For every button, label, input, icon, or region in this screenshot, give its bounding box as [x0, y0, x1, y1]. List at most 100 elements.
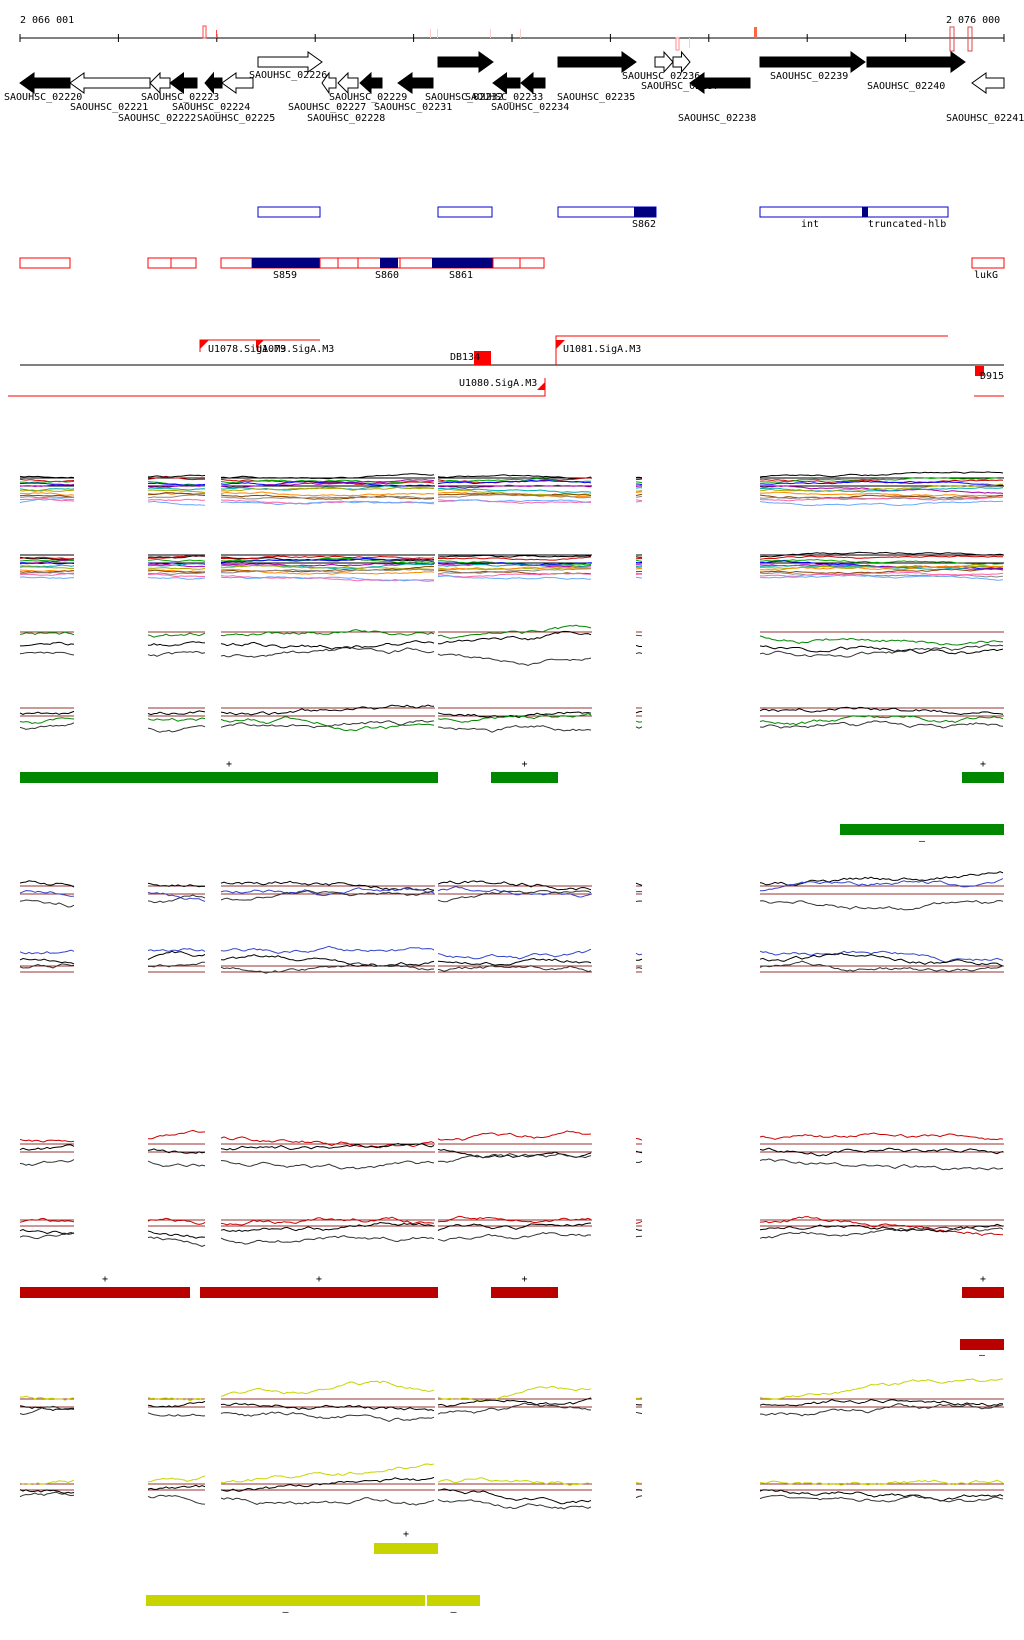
gene-arrow-SAOUHSC_02237[interactable]	[672, 50, 691, 74]
transcript-label: U1078.SigA.M3	[208, 344, 286, 355]
gene-arrow-SAOUHSC_02224[interactable]	[204, 71, 223, 95]
expression-panel-green-1	[19, 624, 1004, 667]
red-feature[interactable]	[220, 257, 253, 269]
darkred-segment-bar[interactable]	[491, 1287, 558, 1298]
ruler-marks	[202, 25, 973, 52]
gene-arrow-SAOUHSC_02241[interactable]	[971, 72, 1005, 94]
green-segment-bar[interactable]	[962, 772, 1004, 783]
gene-arrow-SAOUHSC_02235[interactable]	[557, 51, 637, 73]
segment-strand-mark: +	[522, 759, 528, 770]
red-feature[interactable]	[19, 257, 71, 269]
blue-feature-core	[862, 207, 868, 217]
red-feature[interactable]	[519, 257, 545, 269]
gene-arrow-SAOUHSC_02226[interactable]	[257, 51, 323, 73]
expression-panel-yellow-2	[19, 1463, 1004, 1510]
segment-strand-mark: +	[403, 1529, 409, 1540]
red-feature-core	[432, 258, 493, 268]
red-feature[interactable]	[147, 257, 172, 269]
blue-feature[interactable]	[437, 206, 493, 218]
gene-arrow-SAOUHSC_02232[interactable]	[437, 51, 494, 73]
segment-strand-mark: +	[102, 1274, 108, 1285]
red-feature-label: lukG	[974, 270, 998, 281]
gene-label: SAOUHSC_02225	[197, 113, 275, 124]
darkred-segment-bar[interactable]	[962, 1287, 1004, 1298]
expression-panels	[19, 471, 1004, 1510]
end-coordinate: 2 076 000	[946, 15, 1000, 26]
expression-panel-multi-1	[19, 471, 1004, 507]
gene-label: SAOUHSC_02233	[465, 92, 543, 103]
gene-label: SAOUHSC_02228	[307, 113, 385, 124]
start-coordinate: 2 066 001	[20, 15, 74, 26]
red-feature-label: S859	[273, 270, 297, 281]
gene-track	[19, 50, 1005, 95]
gene-arrow-SAOUHSC_02222[interactable]	[149, 71, 171, 95]
gene-arrow-SAOUHSC_02228[interactable]	[337, 71, 359, 95]
gene-arrow-SAOUHSC_02233[interactable]	[492, 72, 521, 94]
gene-label: SAOUHSC_02240	[867, 81, 945, 92]
gene-arrow-SAOUHSC_02240[interactable]	[866, 51, 966, 73]
gene-label: SAOUHSC_02224	[172, 102, 250, 113]
segment-bars: + + + – + + + + – + – –	[20, 759, 1004, 1618]
expression-panel-blue-1	[19, 871, 1004, 911]
segment-strand-mark: +	[522, 1274, 528, 1285]
transcript-label: DB134	[450, 352, 480, 363]
yellow-segment-bar[interactable]	[374, 1543, 438, 1554]
expression-panel-yellow-1	[19, 1378, 1004, 1422]
coordinate-ruler: 2 066 001 2 076 000	[19, 15, 1005, 52]
red-feature[interactable]	[971, 257, 1005, 269]
gene-arrow-SAOUHSC_02229[interactable]	[359, 71, 383, 95]
green-segment-bar[interactable]	[840, 824, 1004, 835]
red-feature[interactable]	[492, 257, 521, 269]
transcript-label: D915	[980, 371, 1004, 382]
gene-arrow-SAOUHSC_02238[interactable]	[689, 72, 751, 94]
darkred-segment-bar[interactable]	[20, 1287, 190, 1298]
red-feature-label: S860	[375, 270, 399, 281]
transcript-label: U1081.SigA.M3	[563, 344, 641, 355]
gene-arrow-SAOUHSC_02225[interactable]	[221, 72, 254, 94]
gene-arrow-SAOUHSC_02220[interactable]	[19, 72, 71, 94]
blue-feature-label: S862	[632, 219, 656, 230]
gene-label: SAOUHSC_02232	[425, 92, 503, 103]
blue-feature[interactable]	[257, 206, 321, 218]
red-feature-track: S859 S860 S861 lukG	[19, 257, 1005, 281]
gene-arrow-SAOUHSC_02239[interactable]	[759, 51, 866, 73]
gene-label: SAOUHSC_02227	[288, 102, 366, 113]
transcript-label: U1079.SigA.M3	[256, 344, 334, 355]
yellow-segment-bar[interactable]	[427, 1595, 480, 1606]
segment-strand-mark: +	[226, 759, 232, 770]
segment-strand-mark: +	[980, 1274, 986, 1285]
gene-label: SAOUHSC_02238	[678, 113, 756, 124]
darkred-segment-bar[interactable]	[200, 1287, 438, 1298]
red-feature[interactable]	[337, 257, 359, 269]
gene-label: SAOUHSC_02226	[249, 70, 327, 81]
red-feature-label: S861	[449, 270, 473, 281]
segment-strand-mark: +	[316, 1274, 322, 1285]
gene-label: SAOUHSC_02241	[946, 113, 1024, 124]
green-segment-bar[interactable]	[491, 772, 558, 783]
red-feature[interactable]	[319, 257, 339, 269]
gene-arrow-SAOUHSC_02234[interactable]	[520, 71, 546, 95]
yellow-segment-bar[interactable]	[146, 1595, 425, 1606]
green-segment-bar[interactable]	[20, 772, 438, 783]
expression-panel-blue-2	[19, 945, 1004, 974]
expression-panel-green-2	[19, 704, 1004, 733]
gene-arrow-SAOUHSC_02236[interactable]	[654, 50, 674, 74]
gene-label: SAOUHSC_02234	[491, 102, 569, 113]
gene-arrow-SAOUHSC_02227[interactable]	[321, 71, 337, 95]
gene-arrow-SAOUHSC_02223[interactable]	[169, 72, 198, 94]
blue-feature-track: S862 int truncated-hlb	[257, 206, 949, 230]
gene-label: SAOUHSC_02237	[641, 81, 719, 92]
blue-feature[interactable]	[759, 206, 949, 218]
red-feature[interactable]	[170, 257, 197, 269]
gene-label: SAOUHSC_02239	[770, 71, 848, 82]
segment-strand-mark: –	[979, 1350, 986, 1361]
gene-label: SAOUHSC_02222	[118, 113, 196, 124]
darkred-segment-bar[interactable]	[960, 1339, 1004, 1350]
expression-panel-red-2	[19, 1215, 1004, 1247]
gene-arrow-SAOUHSC_02231[interactable]	[397, 72, 434, 94]
gene-arrow-SAOUHSC_02221[interactable]	[69, 72, 151, 94]
red-feature-core	[380, 258, 398, 268]
gene-label: SAOUHSC_02221	[70, 102, 148, 113]
blue-feature-core	[634, 207, 656, 217]
